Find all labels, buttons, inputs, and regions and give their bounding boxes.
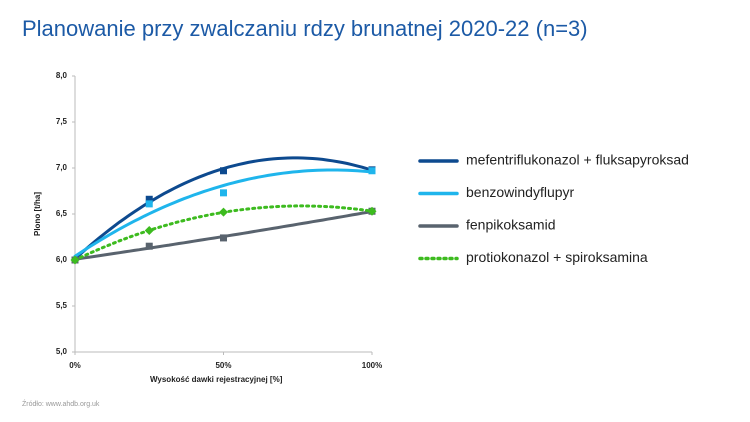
legend-label: protiokonazol + spiroksamina [466,249,648,265]
y-axis-title: Plono [t/ha] [33,192,42,236]
legend-label: benzowindyflupyr [466,184,575,200]
x-axis-title: Wysokość dawki rejestracyjnej [%] [150,375,283,384]
legend-label: mefentriflukonazol + fluksapyroksad [466,152,689,168]
data-point [70,255,80,265]
data-point [367,206,377,216]
trend-line [73,168,374,258]
y-tick-label: 7,5 [56,117,68,126]
chart-title: Planowanie przy zwalczaniu rdzy brunatne… [22,16,588,41]
legend-label: fenpikoksamid [466,217,556,233]
data-point [145,200,153,208]
x-tick-label: 0% [69,361,81,370]
data-point [220,234,227,242]
y-tick-label: 8,0 [56,71,68,80]
data-point [220,167,227,175]
data-point [144,226,154,236]
source: Źródło: www.ahdb.org.uk [22,399,100,408]
data-point [219,207,228,217]
x-tick-label: 50% [215,361,231,370]
y-tick-label: 6,5 [56,209,68,218]
data-point [145,242,153,250]
y-tick-label: 5,5 [56,301,68,310]
data-point [145,195,153,203]
y-tick-label: 5,0 [56,347,68,356]
y-tick-label: 6,0 [56,255,68,264]
y-tick-label: 7,0 [56,163,68,172]
data-point [368,167,376,175]
data-point [220,189,227,197]
x-tick-label: 100% [362,361,382,370]
